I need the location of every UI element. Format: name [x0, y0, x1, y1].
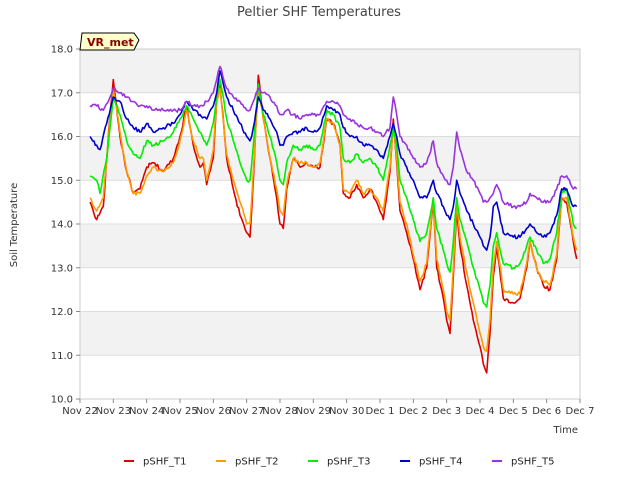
site-badge-label: VR_met	[87, 36, 134, 49]
y-tick-label: 18.0	[51, 45, 73, 56]
x-tick-label: Nov 25	[162, 406, 197, 417]
x-tick-label: Dec 2	[399, 406, 428, 417]
legend-label: pSHF_T1	[143, 457, 186, 468]
y-tick-label: 10.0	[51, 395, 73, 406]
x-tick-label: Dec 1	[366, 406, 395, 417]
axes: 10.0 11.0 12.0 13.0 14.0 15.0 16.0 17.0 18.0 Nov …	[51, 45, 595, 418]
chart-title: Peltier SHF Temperatures	[237, 5, 401, 20]
y-tick-label: 12.0	[51, 307, 73, 318]
site-badge: VR_met	[79, 32, 140, 51]
legend-label: pSHF_T4	[419, 457, 462, 468]
series-line-pSHF_T2	[89, 87, 578, 352]
x-tick-label: Nov 29	[296, 406, 331, 417]
y-axis-title: Soil Temperature	[9, 183, 20, 268]
x-tick-label: Nov 22	[62, 406, 97, 417]
legend-label: pSHF_T5	[511, 457, 554, 468]
y-tick-label: 15.0	[51, 176, 73, 187]
y-tick-label: 13.0	[51, 263, 73, 274]
series-line-pSHF_T3	[89, 78, 577, 308]
grid-band	[80, 136, 580, 181]
x-tick-label: Nov 27	[229, 406, 264, 417]
x-tick-label: Dec 7	[566, 406, 595, 417]
x-tick-label: Dec 6	[532, 406, 561, 417]
x-tick-label: Nov 28	[262, 406, 297, 417]
site-badge-shape	[79, 32, 140, 51]
x-tick-label: Dec 3	[432, 406, 461, 417]
y-tick-label: 11.0	[51, 351, 73, 362]
legend-label: pSHF_T3	[327, 457, 370, 468]
x-tick-label: Nov 24	[129, 406, 164, 417]
y-tick-label: 14.0	[51, 220, 73, 231]
y-tick-label: 17.0	[51, 88, 73, 99]
grid-band	[80, 311, 580, 356]
x-tick-label: Nov 26	[196, 406, 231, 417]
grid-band	[80, 49, 580, 93]
grid	[79, 48, 581, 400]
x-tick-label: Dec 5	[499, 406, 528, 417]
x-tick-label: Dec 4	[466, 406, 495, 417]
grid-band	[80, 224, 580, 268]
x-axis-title: Time	[553, 425, 578, 436]
legend: pSHF_T1 pSHF_T2 pSHF_T3 pSHF_T4 pSHF_T5	[124, 457, 554, 468]
x-tick-label: Nov 30	[329, 406, 364, 417]
series-line-pSHF_T4	[89, 70, 578, 251]
y-tick-label: 16.0	[51, 132, 73, 143]
legend-label: pSHF_T2	[235, 457, 278, 468]
series-line-pSHF_T5	[89, 65, 578, 210]
x-tick-label: Nov 23	[96, 406, 131, 417]
series-layer	[89, 65, 578, 374]
